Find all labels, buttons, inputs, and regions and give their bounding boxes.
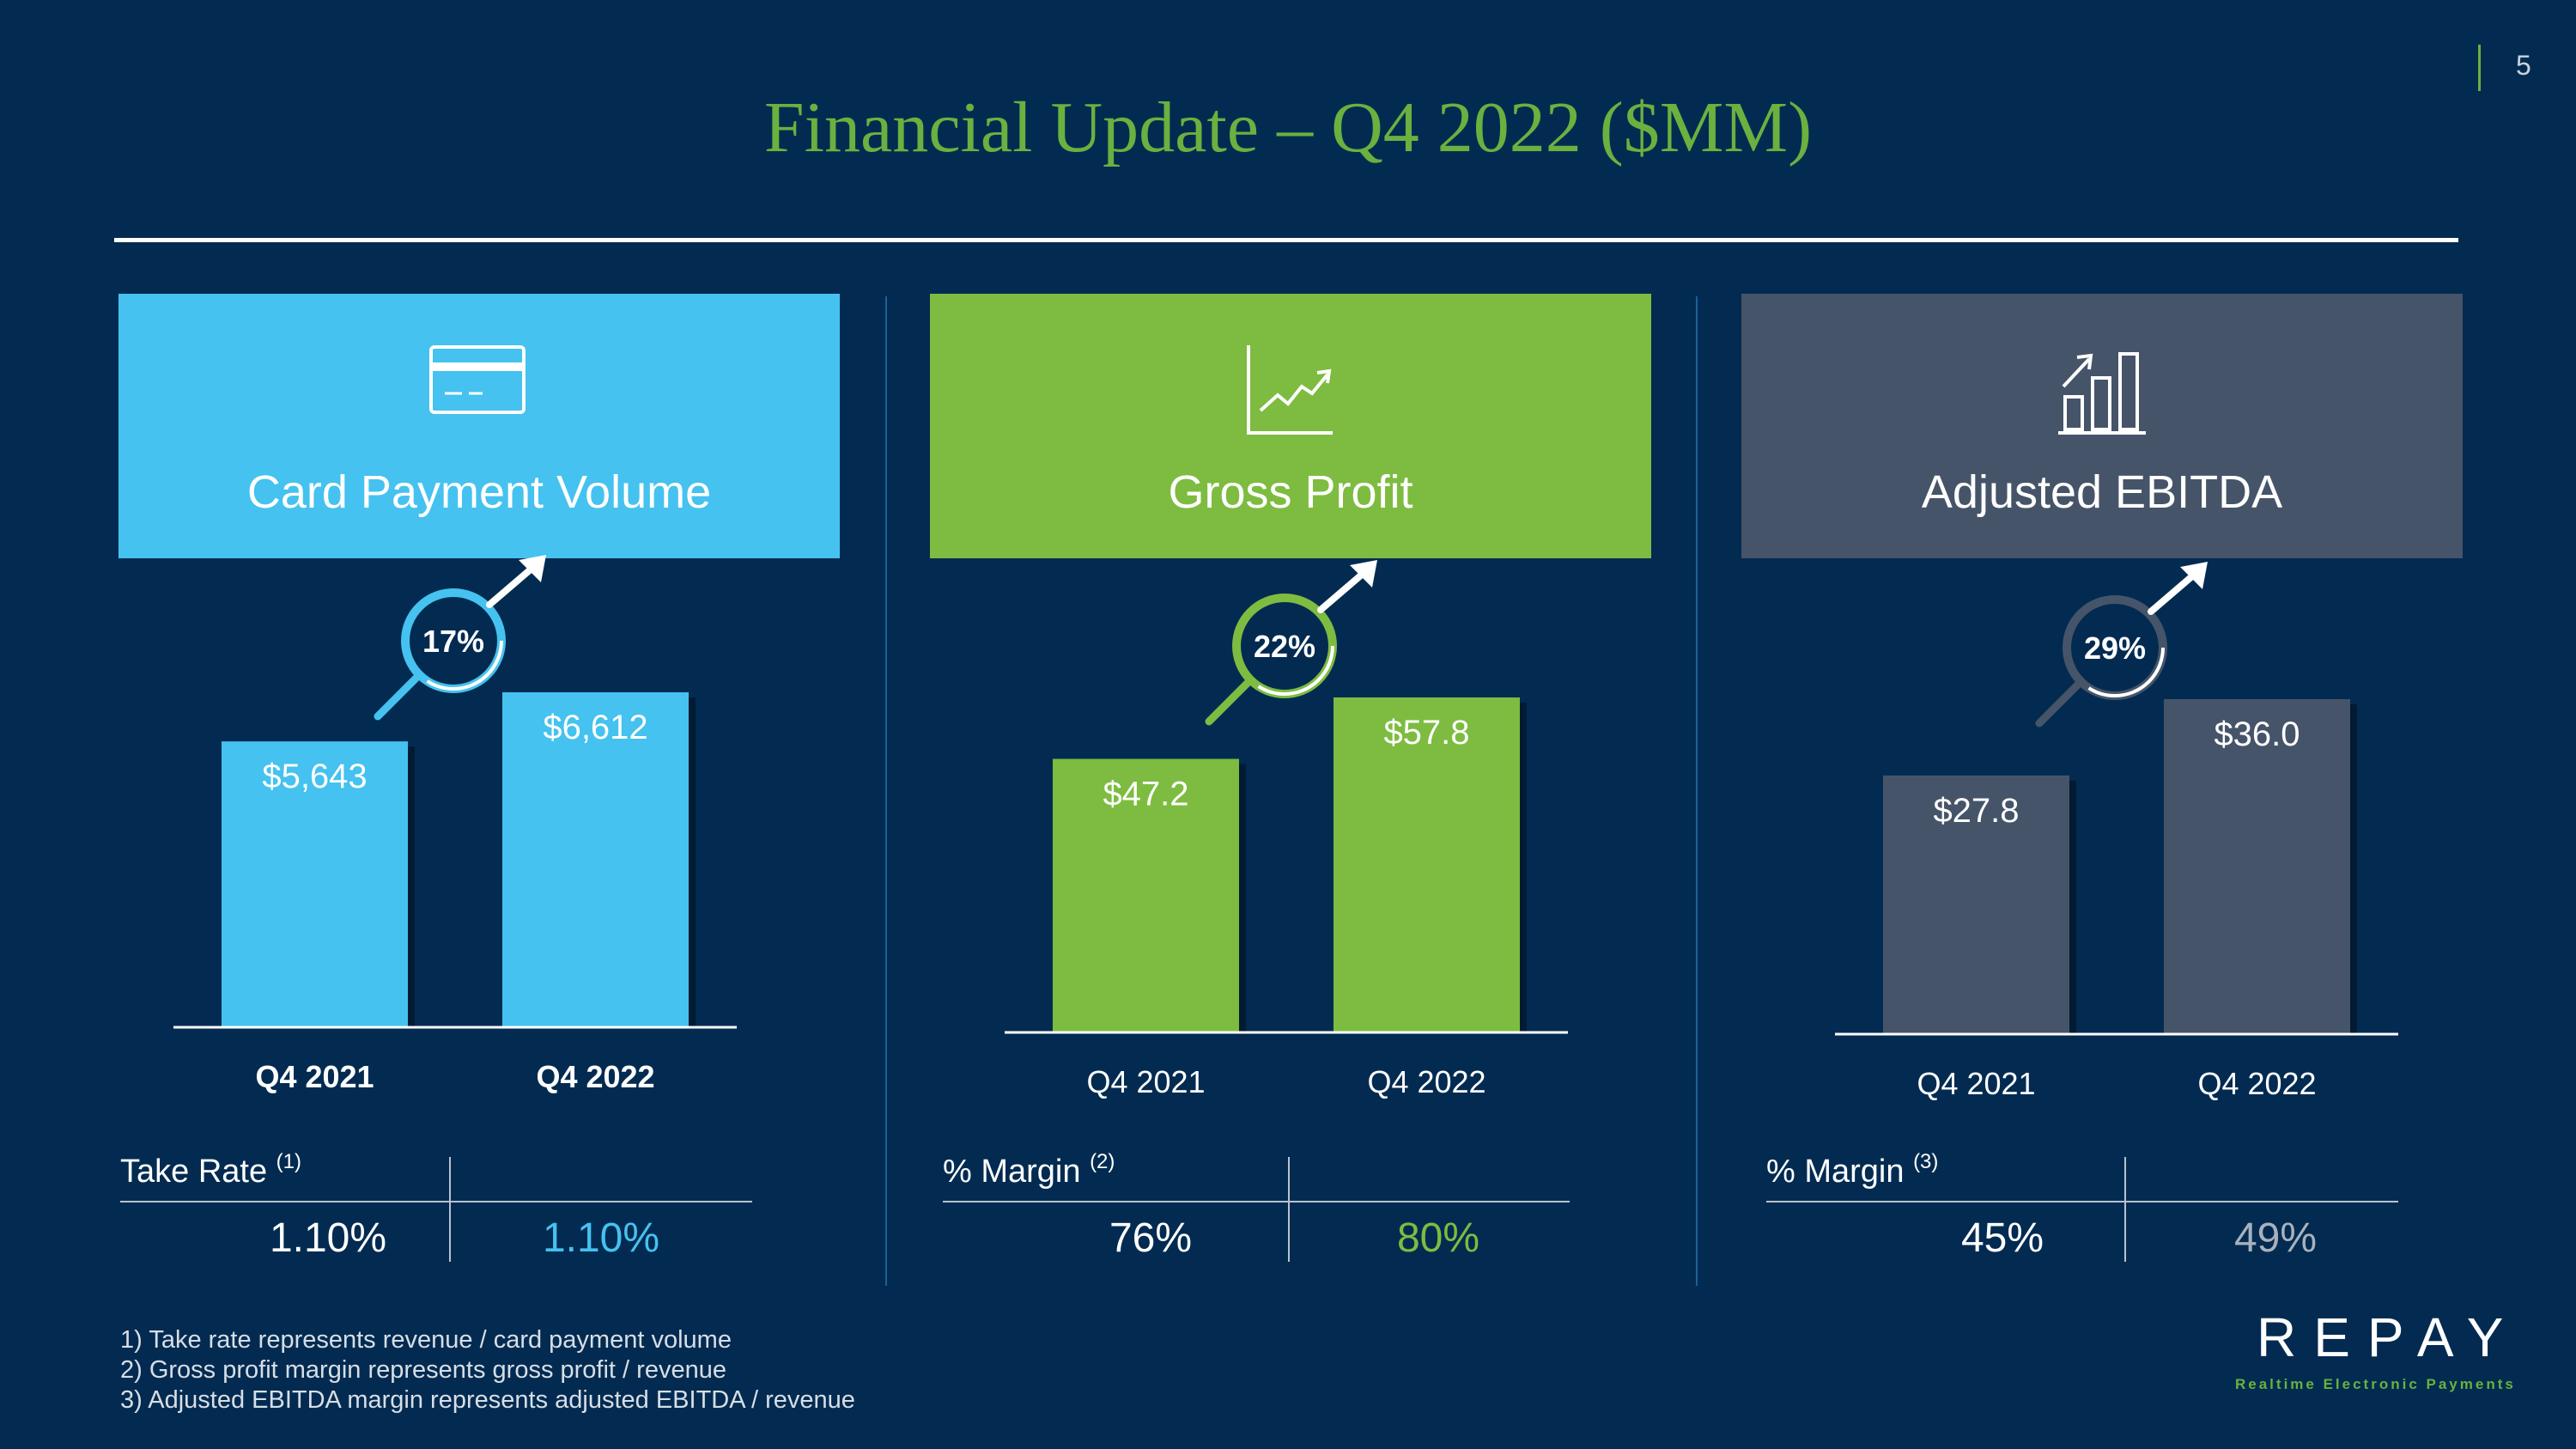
growth-ring-highlight [404,591,503,691]
bar-value-label: $57.8 [1383,714,1469,752]
card-payment-volume-chart: $5,643 Q4 2021 $6,612 Q4 2022 17% [118,550,840,1134]
category-label: Q4 2022 [536,1059,654,1094]
page-title: Financial Update – Q4 2022 ($MM) [763,88,1813,167]
bar-value-label: $5,643 [262,758,367,795]
metric-line [943,1201,1570,1202]
ebitda-margin-label: % Margin (3) [1766,1150,1939,1190]
bar-q4-2021 [222,741,408,1027]
magnifier-handle [1205,676,1255,726]
header-label: Card Payment Volume [246,466,712,518]
growth-arrowhead [519,555,546,582]
magnifier-handle [2035,678,2085,728]
ebitda-margin-q4-2021: 45% [1960,1215,2044,1261]
category-label: Q4 2021 [1086,1064,1205,1099]
bar-chart-icon [1741,344,2463,438]
category-label: Q4 2022 [1367,1064,1485,1099]
gross-profit-header: Gross Profit [930,294,1651,558]
line-chart-icon [930,344,1651,438]
growth-arrowhead [1350,560,1377,588]
bar-q4-2022 [502,692,689,1027]
gross-margin-q4-2021: 76% [1109,1215,1193,1261]
bar-value-label: $47.2 [1103,776,1188,813]
adjusted-ebitda-header: Adjusted EBITDA [1741,294,2463,558]
repay-logo: REPAY [2257,1306,2521,1368]
page-number-marker [2478,45,2481,91]
footnote-2: 2) Gross profit margin represents gross … [120,1356,726,1384]
gross-margin-label: % Margin (2) [943,1150,1115,1190]
bar-value-label: $27.8 [1933,792,2019,830]
growth-percent: 22% [1254,629,1315,664]
gross-margin-q4-2022: 80% [1396,1215,1480,1261]
bar-q4-2022 [2164,699,2350,1034]
take-rate-label: Take Rate (1) [120,1150,301,1190]
card-payment-volume-header: Card Payment Volume [118,294,840,558]
bar-value-label: $6,612 [543,709,647,746]
category-label: Q4 2022 [2197,1066,2316,1101]
growth-arrowhead [2180,562,2208,589]
metric-line [1766,1201,2398,1202]
adjusted-ebitda-chart: $27.8 Q4 2021 $36.0 Q4 2022 29% [1741,550,2463,1134]
credit-card-icon [118,344,840,438]
header-label: Gross Profit [1168,466,1413,518]
card-payment-volume-chart-svg: $5,643 Q4 2021 $6,612 Q4 2022 17% [173,555,737,1094]
bar-q4-2021 [1883,775,2069,1034]
footnote-3: 3) Adjusted EBITDA margin represents adj… [120,1386,855,1414]
gross-profit-chart-svg: $47.2 Q4 2021 $57.8 Q4 2022 22% [1005,560,1568,1099]
growth-percent: 17% [422,624,484,659]
take-rate-q4-2021: 1.10% [269,1215,387,1261]
repay-tagline: Realtime Electronic Payments [2235,1376,2516,1392]
ebitda-margin-q4-2022: 49% [2233,1215,2318,1261]
page-number: 5 [2516,50,2531,81]
header-label: Adjusted EBITDA [1921,466,2283,518]
panel-divider [1696,296,1698,1286]
title-divider [114,238,2458,242]
metric-divider [449,1157,451,1262]
magnifier-handle [374,671,423,721]
category-label: Q4 2021 [1917,1066,2035,1101]
footnote-1: 1) Take rate represents revenue / card p… [120,1326,732,1354]
bar-q4-2021 [1053,758,1239,1032]
bar-q4-2022 [1334,697,1520,1032]
metric-divider [2124,1157,2126,1262]
growth-ring-highlight [2065,598,2165,697]
take-rate-q4-2022: 1.10% [542,1215,660,1261]
metric-line [120,1201,752,1202]
panel-divider [885,296,887,1286]
adjusted-ebitda-chart-svg: $27.8 Q4 2021 $36.0 Q4 2022 29% [1835,562,2398,1101]
metric-divider [1288,1157,1290,1262]
gross-profit-chart: $47.2 Q4 2021 $57.8 Q4 2022 22% [930,550,1651,1134]
bar-value-label: $36.0 [2214,715,2300,753]
growth-ring-highlight [1235,596,1334,696]
growth-percent: 29% [2084,630,2146,666]
category-label: Q4 2021 [255,1059,374,1094]
